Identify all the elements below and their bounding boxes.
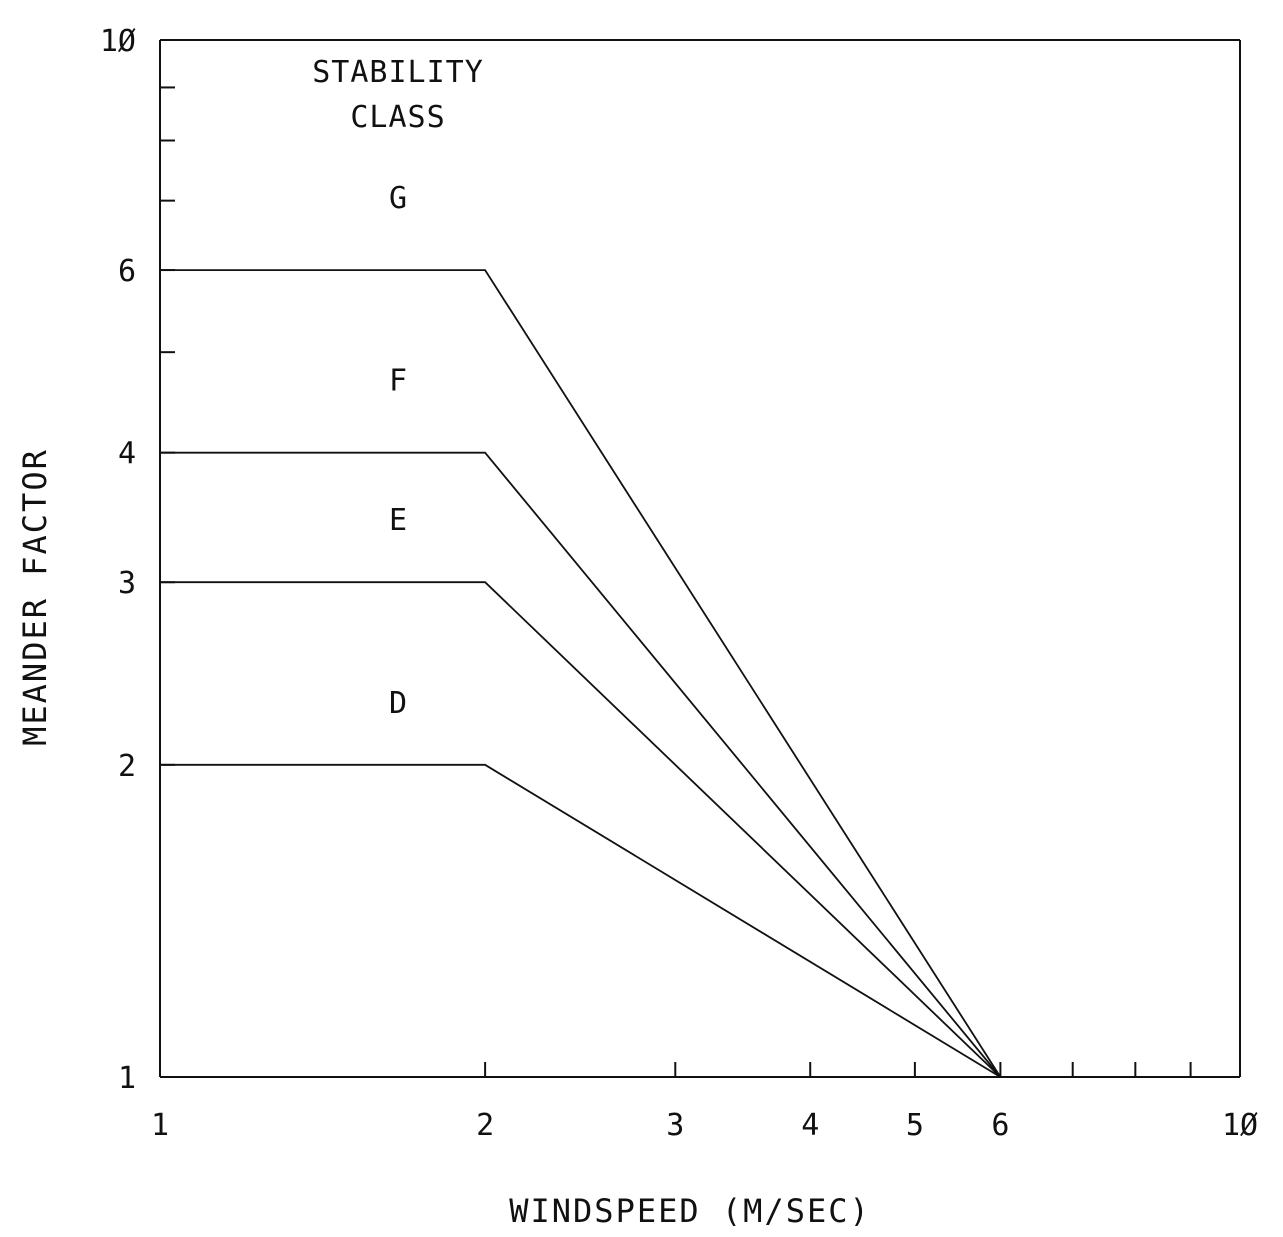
axes xyxy=(159,39,1241,1078)
y-tick-label: 1Ø xyxy=(100,24,136,59)
legend-title-line1: STABILITY xyxy=(312,55,484,90)
series-line-E xyxy=(160,581,1002,1078)
x-tick-label: 1 xyxy=(151,1108,169,1143)
series-line-D xyxy=(160,763,1001,1078)
class-label-F: F xyxy=(389,364,407,399)
y-axis-title: MEANDER FACTOR xyxy=(16,448,54,746)
class-label-G: G xyxy=(389,181,407,216)
x-tick-label: 3 xyxy=(666,1108,684,1143)
y-tick-label: 1 xyxy=(118,1061,136,1096)
x-tick-label: 2 xyxy=(476,1108,494,1143)
x-tick-label: 1Ø xyxy=(1222,1108,1258,1143)
x-tick-label: 5 xyxy=(906,1108,924,1143)
class-label-D: D xyxy=(389,686,407,721)
y-tick-label: 4 xyxy=(118,437,136,472)
series-line-F xyxy=(160,451,1002,1078)
y-tick-label: 2 xyxy=(118,749,136,784)
y-tick-label: 3 xyxy=(118,566,136,601)
series-lines xyxy=(160,269,1002,1078)
legend-title-line2: CLASS xyxy=(350,100,445,135)
class-label-E: E xyxy=(389,503,407,538)
x-tick-label: 6 xyxy=(991,1108,1009,1143)
ticks xyxy=(160,39,1241,1077)
x-axis-title: WINDSPEED (M/SEC) xyxy=(509,1192,871,1230)
series-line-G xyxy=(160,269,1002,1078)
y-tick-label: 6 xyxy=(118,254,136,289)
x-tick-label: 4 xyxy=(801,1108,819,1143)
tick-labels: 1 2 3 4 5 6 1Ø 1 2 3 4 6 1Ø xyxy=(100,24,1258,1143)
class-labels: D E F G xyxy=(389,181,407,721)
